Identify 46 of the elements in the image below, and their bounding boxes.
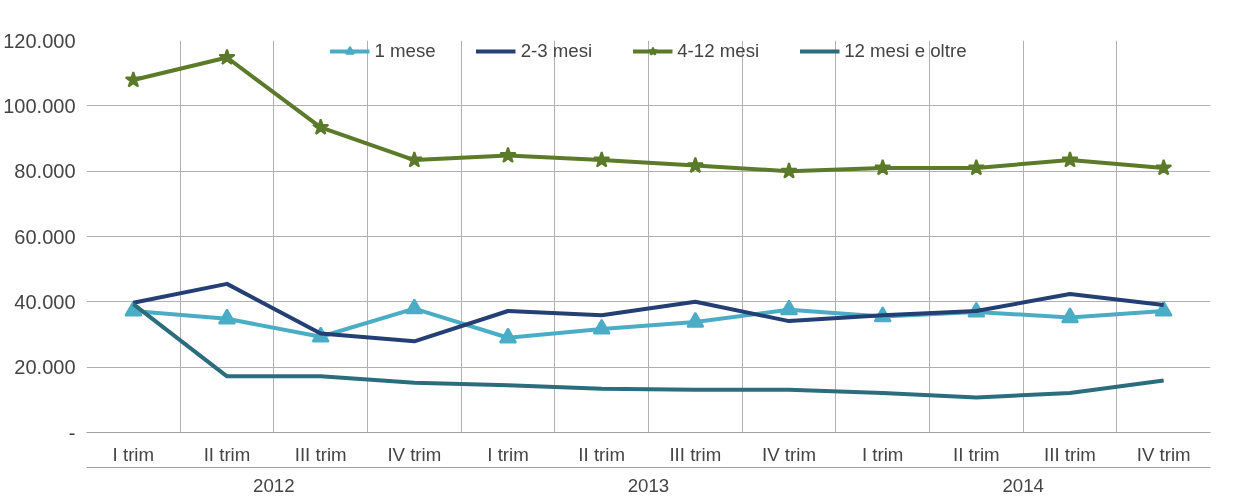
- x-tick-label: I trim: [861, 443, 904, 465]
- x-tick-label: II trim: [578, 443, 625, 465]
- point: [780, 162, 798, 179]
- point: [967, 158, 985, 176]
- point: [780, 299, 798, 316]
- point: [312, 118, 330, 135]
- text: 2013: [627, 474, 670, 496]
- y-tick-label: 100.000: [3, 94, 76, 117]
- point: [592, 318, 611, 335]
- point: [874, 158, 892, 176]
- y-tick-label: 80.000: [14, 160, 76, 183]
- y-tick-label: 120.000: [3, 29, 76, 52]
- y-tick-label: -: [68, 421, 76, 444]
- point: [499, 327, 517, 344]
- legend-label: 12 mesi e oltre: [844, 40, 967, 62]
- text: 2014: [1002, 474, 1044, 496]
- x-tick-label: I trim: [112, 443, 155, 465]
- x-tick-label: III trim: [294, 443, 347, 465]
- point: [499, 146, 517, 163]
- x-tick-label: I trim: [487, 443, 529, 465]
- point: [1155, 158, 1173, 176]
- point: [593, 151, 611, 168]
- y-tick-label: 60.000: [14, 225, 76, 248]
- point: [1154, 300, 1173, 317]
- y-tick-label: 40.000: [14, 290, 76, 313]
- x-tick-label: III trim: [669, 443, 722, 465]
- x-tick-label: III trim: [1044, 443, 1096, 465]
- point: [218, 48, 236, 65]
- x-tick-label: IV trim: [762, 443, 816, 465]
- point: [218, 308, 236, 325]
- x-tick-label: IV trim: [387, 443, 442, 465]
- point: [405, 151, 423, 168]
- point: [124, 71, 142, 88]
- legend-label: 4-12 mesi: [677, 40, 760, 62]
- legend-label: 1 mese: [374, 40, 436, 62]
- point: [686, 311, 705, 328]
- legend-label: 2-3 mesi: [520, 40, 593, 62]
- point: [686, 156, 704, 174]
- point: [1061, 151, 1079, 168]
- text: 2012: [253, 474, 295, 496]
- x-tick-label: II trim: [203, 443, 251, 465]
- point: [405, 298, 424, 315]
- x-tick-label: II trim: [953, 443, 1000, 465]
- point: [1061, 307, 1079, 324]
- y-tick-label: 20.000: [14, 356, 76, 379]
- x-tick-label: IV trim: [1136, 443, 1191, 465]
